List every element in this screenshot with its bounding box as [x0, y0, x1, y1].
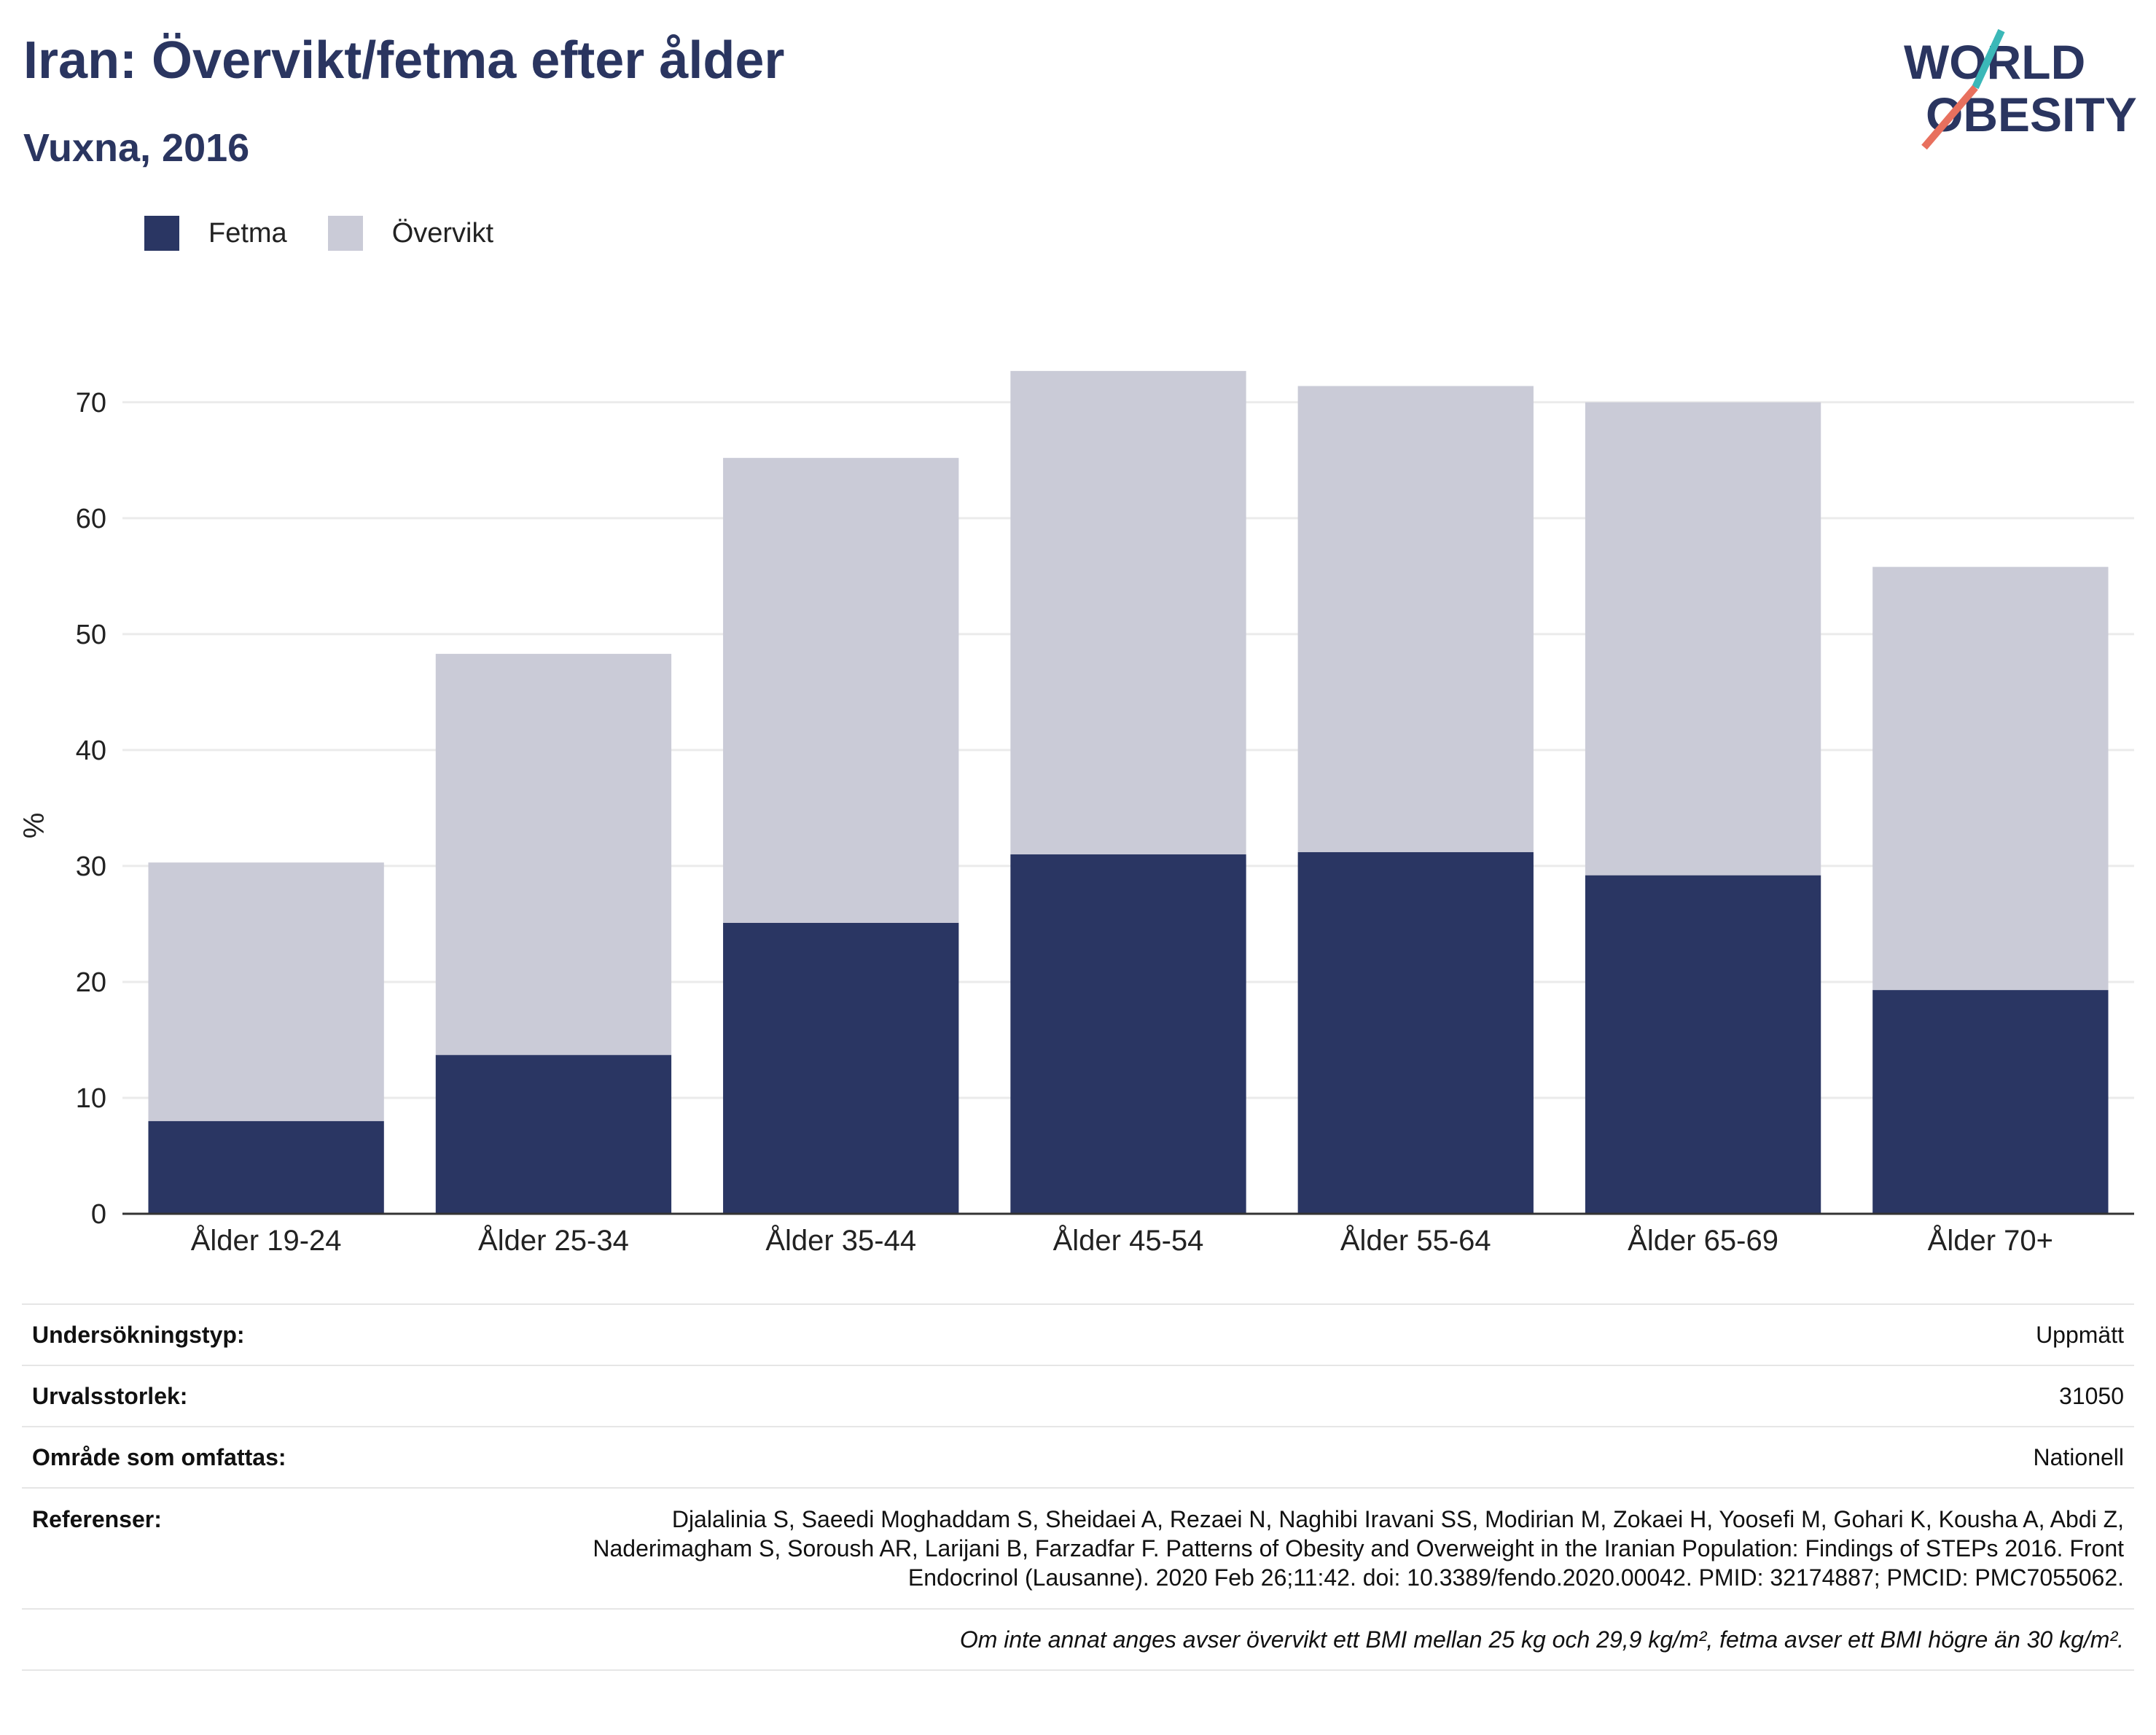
chart-legend: Fetma Övervikt — [144, 216, 534, 251]
info-row-note: Om inte annat anges avser övervikt ett B… — [22, 1608, 2134, 1671]
bar-fetma-0 — [148, 1120, 384, 1214]
bar-overvikt-4 — [1297, 386, 1534, 852]
y-tick-label-40: 40 — [76, 736, 106, 766]
legend-label-fetma: Fetma — [208, 217, 287, 249]
y-tick-label-60: 60 — [76, 504, 106, 534]
bmi-note: Om inte annat anges avser övervikt ett B… — [959, 1626, 2124, 1653]
x-tick-label-5: Ålder 65-69 — [1628, 1224, 1778, 1257]
bar-overvikt-6 — [1872, 566, 2109, 991]
info-row-area: Område som omfattas: Nationell — [22, 1426, 2134, 1487]
bar-overvikt-1 — [435, 653, 672, 1056]
sample-size-value: 31050 — [2059, 1382, 2124, 1409]
info-row-references: Referenser: Djalalinia S, Saeedi Moghadd… — [22, 1487, 2134, 1608]
y-tick-label-70: 70 — [76, 388, 106, 418]
y-axis-label: % — [18, 813, 50, 839]
bar-overvikt-3 — [1010, 370, 1246, 855]
x-tick-label-6: Ålder 70+ — [1928, 1224, 2053, 1257]
x-tick-label-2: Ålder 35-44 — [765, 1224, 916, 1257]
sample-size-label: Urvalsstorlek: — [32, 1382, 188, 1409]
legend-swatch-fetma — [144, 216, 179, 251]
bar-fetma-1 — [435, 1055, 672, 1214]
references-value: Djalalinia S, Saeedi Moghaddam S, Sheida… — [593, 1506, 2124, 1591]
y-tick-label-30: 30 — [76, 851, 106, 882]
world-obesity-logo: WORLD OBESITY — [1904, 28, 2137, 150]
logo-slash-teal — [1972, 28, 2005, 90]
bar-overvikt-2 — [723, 458, 959, 923]
logo-text-obesity: OBESITY — [1926, 87, 2137, 141]
stacked-bar-chart: 0 10 20 30 40 50 60 70% Ålder 19-24 Ålder 25-34 Ål… — [18, 370, 2134, 1257]
x-tick-label-4: Ålder 55-64 — [1340, 1224, 1491, 1257]
legend-label-overvikt: Övervikt — [391, 217, 494, 249]
legend-swatch-overvikt — [327, 216, 363, 251]
bar-fetma-5 — [1585, 875, 1821, 1214]
y-tick-label-10: 10 — [76, 1083, 106, 1114]
y-tick-label-50: 50 — [76, 620, 106, 650]
bar-overvikt-0 — [148, 862, 384, 1121]
bar-fetma-6 — [1872, 990, 2109, 1214]
y-tick-label-20: 20 — [76, 967, 106, 998]
x-tick-label-1: Ålder 25-34 — [478, 1224, 629, 1257]
x-tick-label-0: Ålder 19-24 — [191, 1224, 342, 1257]
bar-fetma-2 — [723, 922, 959, 1214]
survey-type-label: Undersökningstyp: — [32, 1321, 245, 1348]
legend-item-overvikt: Övervikt — [327, 216, 494, 251]
x-tick-label-3: Ålder 45-54 — [1053, 1224, 1204, 1257]
info-table: Undersökningstyp: Uppmätt Urvalsstorlek:… — [22, 1303, 2134, 1671]
legend-item-fetma: Fetma — [144, 216, 287, 251]
bar-fetma-3 — [1010, 854, 1246, 1214]
area-label: Område som omfattas: — [32, 1443, 286, 1470]
bar-overvikt-5 — [1585, 402, 1821, 876]
survey-type-value: Uppmätt — [2036, 1321, 2124, 1348]
area-value: Nationell — [2033, 1443, 2124, 1470]
bar-fetma-4 — [1297, 851, 1534, 1214]
page-subtitle: Vuxna, 2016 — [23, 126, 250, 170]
info-row-survey-type: Undersökningstyp: Uppmätt — [22, 1303, 2134, 1365]
logo-slash-coral — [1921, 85, 1978, 150]
page-title: Iran: Övervikt/fetma efter ålder — [23, 31, 785, 90]
references-label: Referenser: — [32, 1506, 162, 1532]
y-tick-label-0: 0 — [91, 1199, 106, 1230]
info-row-sample-size: Urvalsstorlek: 31050 — [22, 1365, 2134, 1426]
